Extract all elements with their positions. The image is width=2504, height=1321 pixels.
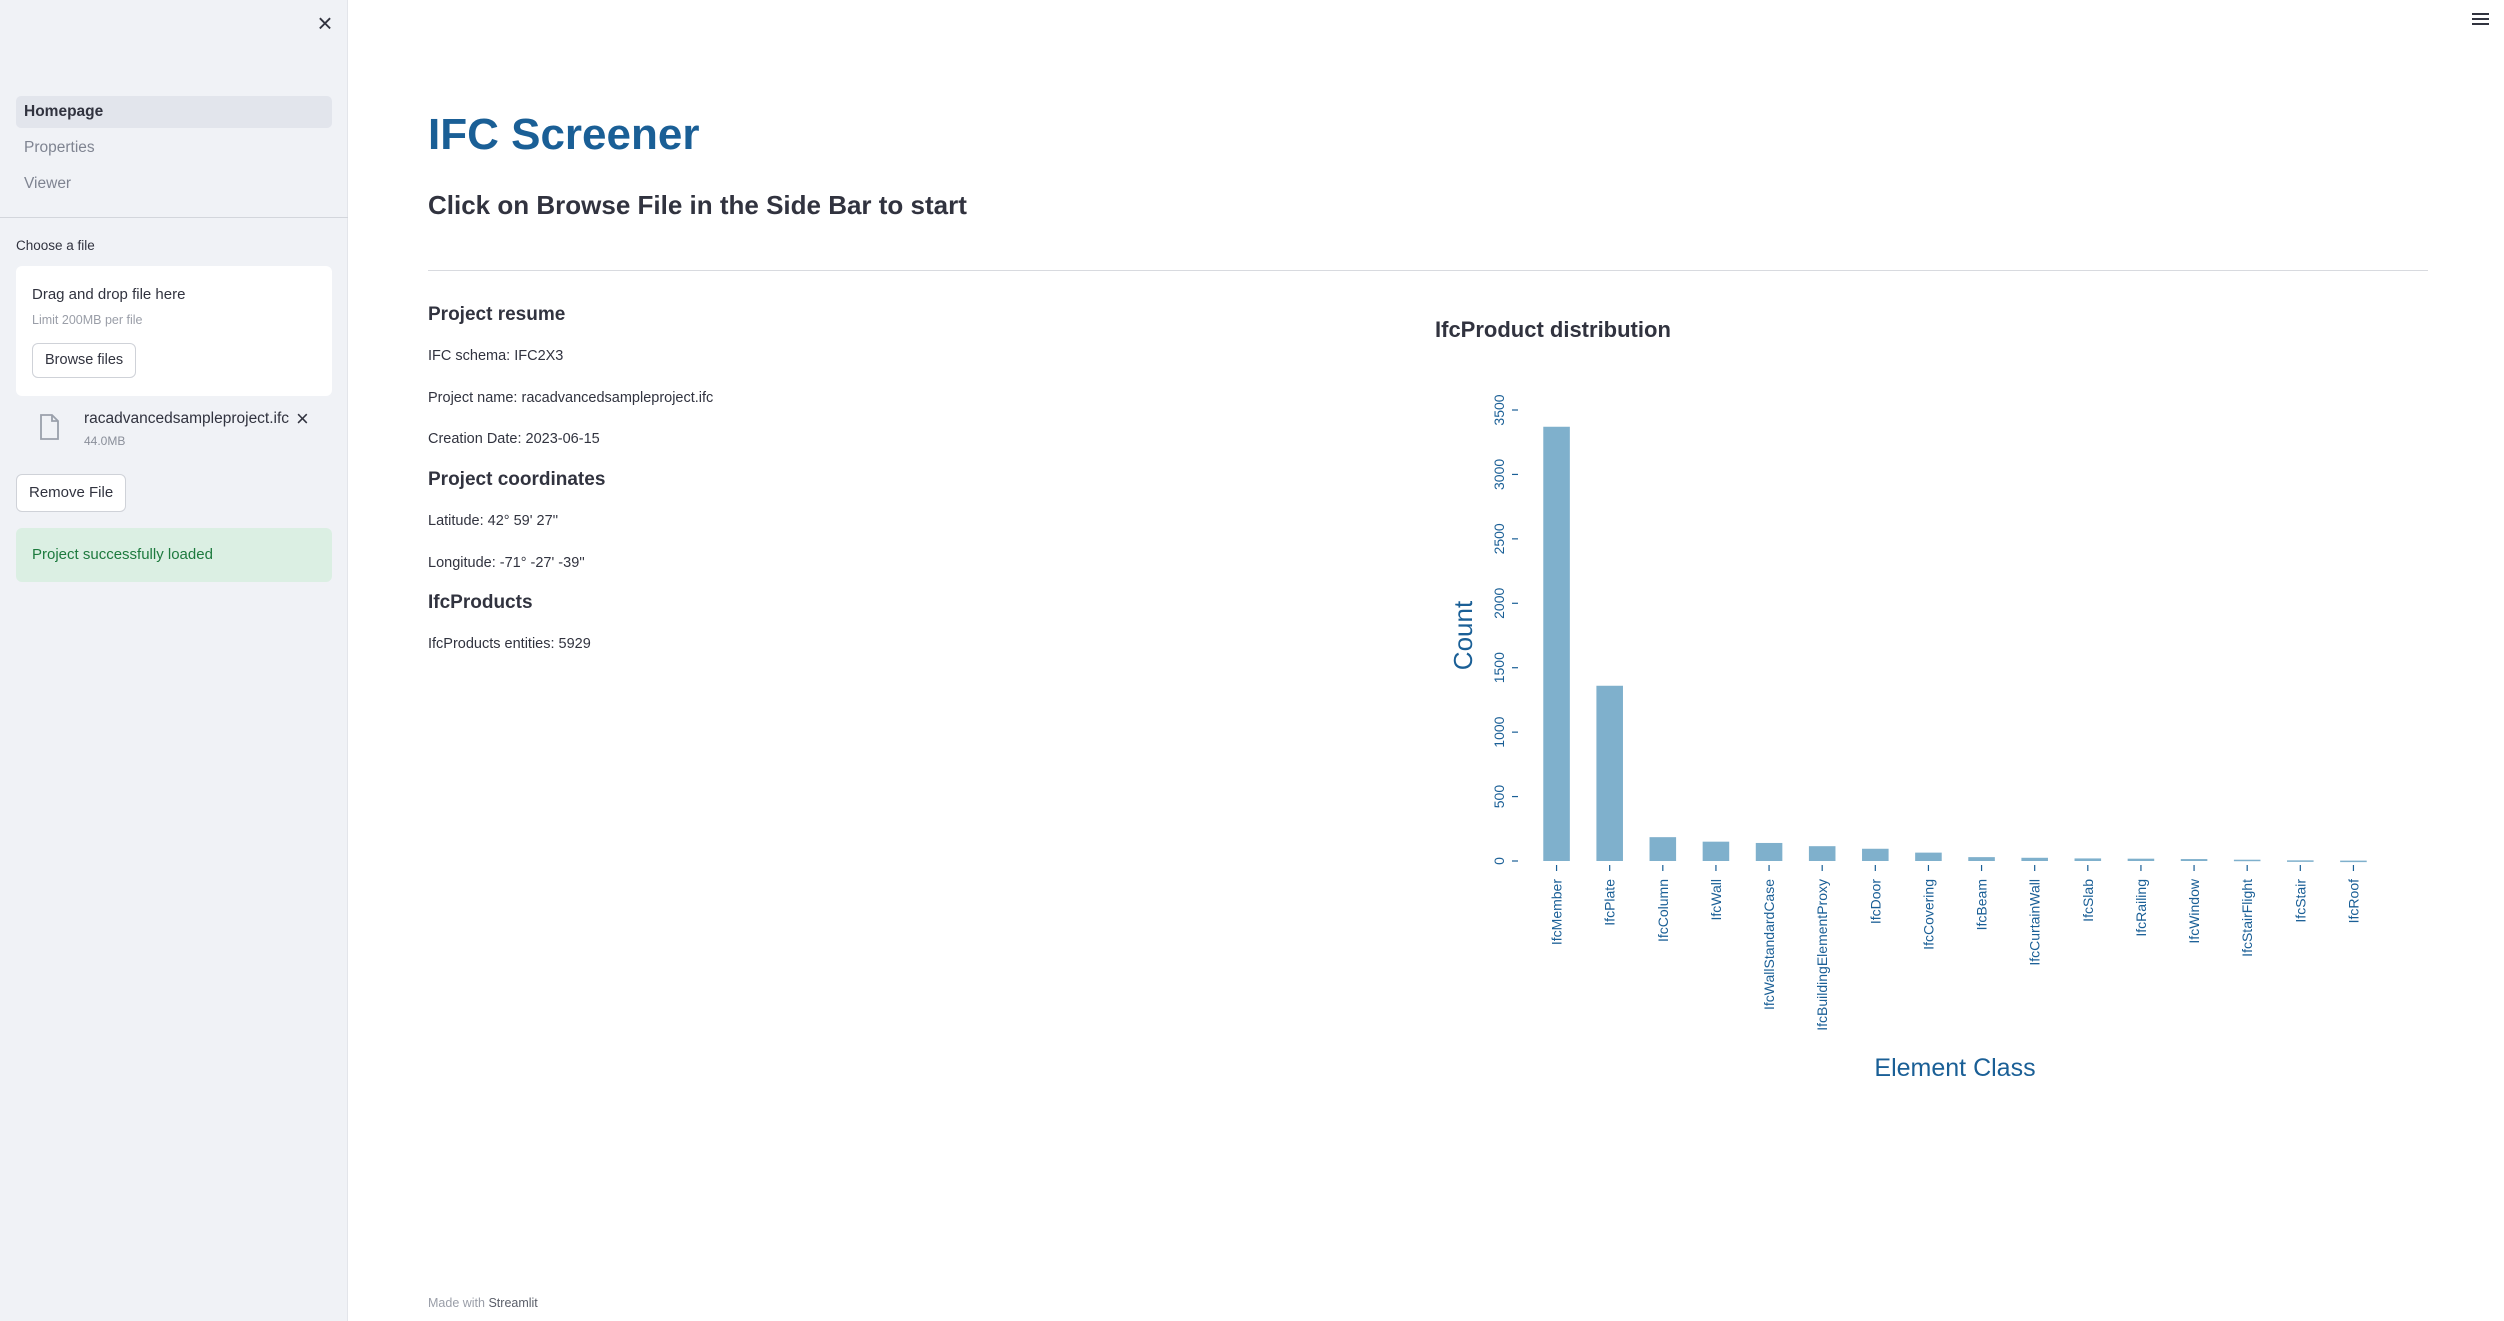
sidebar-divider xyxy=(0,217,348,218)
x-tick-label: IfcStair xyxy=(2292,879,2308,923)
remove-file-button[interactable]: Remove File xyxy=(16,474,127,512)
bar xyxy=(2180,859,2208,861)
project-name-text: Project name: racadvancedsampleproject.i… xyxy=(428,390,714,406)
success-message: Project successfully loaded xyxy=(32,546,213,563)
nav-item-properties[interactable]: Properties xyxy=(24,139,95,156)
y-tick-label: 3000 xyxy=(1491,459,1507,490)
bar xyxy=(2074,858,2102,861)
bar xyxy=(2021,857,2048,861)
y-axis-title: Count xyxy=(1448,600,1478,670)
bar xyxy=(1702,841,1730,861)
bar xyxy=(2340,860,2367,863)
remove-file-icon[interactable]: × xyxy=(296,406,309,431)
uploaded-file-size: 44.0MB xyxy=(84,434,126,448)
bar xyxy=(1543,426,1570,861)
page-subtitle: Click on Browse File in the Side Bar to … xyxy=(428,190,967,220)
x-tick-label: IfcWallStandardCase xyxy=(1761,879,1777,1010)
sidebar-nav: Homepage Properties Viewer xyxy=(16,96,332,204)
ifcproducts-heading: IfcProducts xyxy=(428,592,533,613)
footer-brand-link[interactable]: Streamlit xyxy=(488,1296,538,1310)
x-tick-label: IfcBuildingElementProxy xyxy=(1814,879,1830,1031)
bar xyxy=(2127,858,2155,861)
main-menu-icon[interactable] xyxy=(2472,10,2492,30)
file-dropzone[interactable]: Drag and drop file here Limit 200MB per … xyxy=(16,266,332,396)
ifcproduct-distribution-chart: 0 500 1000 1500 2000 2500 3000 3500 IfcMember Ifc… xyxy=(1448,394,2367,1082)
dropzone-limit: Limit 200MB per file xyxy=(32,313,143,327)
x-tick-label: IfcPlate xyxy=(1602,879,1618,926)
page-title: IFC Screener xyxy=(428,110,700,159)
x-tick-label: IfcRailing xyxy=(2133,879,2149,937)
x-tick-label: IfcStairFlight xyxy=(2239,879,2255,957)
uploaded-file-name: racadvancedsampleproject.ifc xyxy=(84,410,290,427)
x-tick-label: IfcBeam xyxy=(1974,879,1990,930)
footer: Made with Streamlit xyxy=(428,1296,538,1310)
project-resume-heading: Project resume xyxy=(428,304,566,325)
success-alert: Project successfully loaded xyxy=(16,528,332,582)
x-axis-title: Element Class xyxy=(1874,1054,2035,1082)
footer-prefix: Made with xyxy=(428,1296,485,1310)
close-sidebar-icon[interactable]: × xyxy=(317,8,333,38)
x-tick-label: IfcCovering xyxy=(1920,879,1936,950)
x-tick-label: IfcWindow xyxy=(2186,878,2202,943)
ifcproducts-count-text: IfcProducts entities: 5929 xyxy=(428,636,591,652)
dropzone-instructions: Drag and drop file here xyxy=(32,286,186,303)
nav-item-viewer[interactable]: Viewer xyxy=(24,175,72,192)
uploaded-file: racadvancedsampleproject.ifc 44.0MB × xyxy=(16,404,332,458)
y-tick-label: 500 xyxy=(1491,785,1507,809)
bar xyxy=(2287,860,2314,862)
creation-date-text: Creation Date: 2023-06-15 xyxy=(428,431,600,447)
bar xyxy=(1808,846,1836,861)
longitude-text: Longitude: -71° -27' -39'' xyxy=(428,555,585,571)
x-tick-label: IfcDoor xyxy=(1867,879,1883,924)
bar xyxy=(1968,857,1995,861)
nav-item-homepage[interactable]: Homepage xyxy=(16,96,332,128)
latitude-text: Latitude: 42° 59' 27'' xyxy=(428,513,559,529)
x-tick-label: IfcColumn xyxy=(1655,879,1671,942)
x-tick-label: IfcCurtainWall xyxy=(2027,879,2043,966)
x-tick-label: IfcWall xyxy=(1708,879,1724,920)
bar xyxy=(2233,859,2261,862)
chart-title: IfcProduct distribution xyxy=(1435,317,1671,342)
bar xyxy=(1862,848,1889,861)
file-icon xyxy=(40,414,59,440)
project-coordinates-heading: Project coordinates xyxy=(428,469,606,490)
main-content: IFC Screener Click on Browse File in the… xyxy=(428,0,2428,1321)
divider xyxy=(428,270,2428,271)
y-tick-label: 1000 xyxy=(1491,716,1507,747)
ifc-schema-text: IFC schema: IFC2X3 xyxy=(428,348,564,364)
y-tick-label: 1500 xyxy=(1491,652,1507,683)
bar xyxy=(1915,852,1942,861)
bar xyxy=(1596,685,1623,861)
x-tick-label: IfcSlab xyxy=(2080,879,2096,922)
bar xyxy=(1649,837,1677,861)
x-tick-label: IfcRoof xyxy=(2345,879,2361,923)
bar xyxy=(1755,842,1783,861)
y-tick-label: 2000 xyxy=(1491,588,1507,619)
x-tick-label: IfcMember xyxy=(1549,879,1565,945)
file-uploader-label: Choose a file xyxy=(16,238,95,253)
y-tick-label: 3500 xyxy=(1491,394,1507,425)
browse-files-button[interactable]: Browse files xyxy=(32,343,137,378)
y-tick-label: 2500 xyxy=(1491,523,1507,554)
y-tick-label: 0 xyxy=(1491,857,1507,865)
sidebar: × Homepage Properties Viewer Choose a fi… xyxy=(0,0,348,1321)
